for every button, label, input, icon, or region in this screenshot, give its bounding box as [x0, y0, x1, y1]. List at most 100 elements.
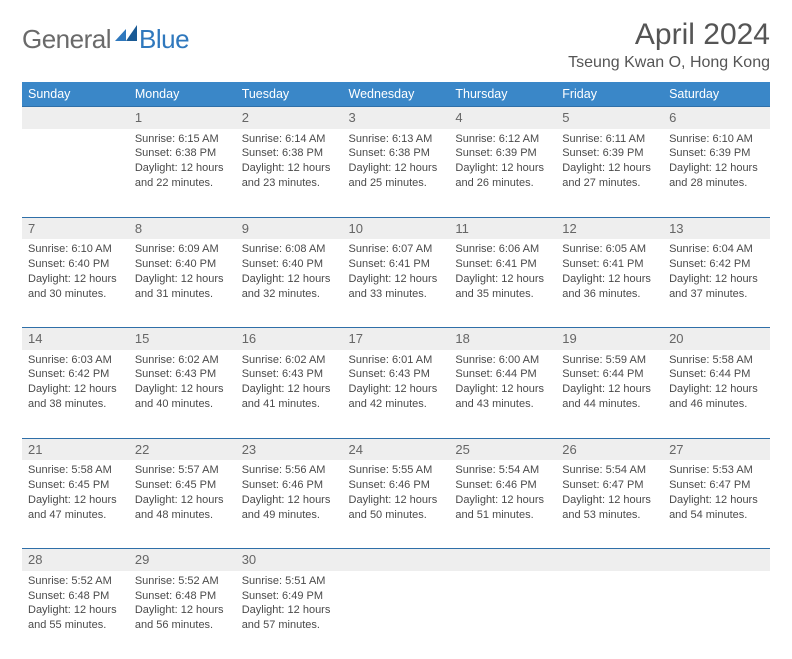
- day-cell-body: Sunrise: 5:54 AMSunset: 6:46 PMDaylight:…: [449, 460, 556, 528]
- sunrise-line: Sunrise: 6:04 AM: [669, 242, 764, 257]
- day-cell-body: Sunrise: 6:14 AMSunset: 6:38 PMDaylight:…: [236, 129, 343, 197]
- sunrise-line: Sunrise: 5:53 AM: [669, 463, 764, 478]
- day-number-cell: 6: [663, 107, 770, 129]
- sunset-line: Sunset: 6:38 PM: [349, 146, 444, 161]
- sunrise-line: Sunrise: 5:51 AM: [242, 574, 337, 589]
- day-number-cell: [343, 549, 450, 571]
- sunset-line: Sunset: 6:44 PM: [562, 367, 657, 382]
- day2-line: and 43 minutes.: [455, 397, 550, 412]
- sunset-line: Sunset: 6:46 PM: [455, 478, 550, 493]
- day-cell-body: Sunrise: 6:08 AMSunset: 6:40 PMDaylight:…: [236, 239, 343, 307]
- day2-line: and 36 minutes.: [562, 287, 657, 302]
- day1-line: Daylight: 12 hours: [669, 382, 764, 397]
- day1-line: Daylight: 12 hours: [28, 493, 123, 508]
- day1-line: Daylight: 12 hours: [562, 493, 657, 508]
- day-number-cell: 5: [556, 107, 663, 129]
- day1-line: Daylight: 12 hours: [669, 272, 764, 287]
- day-number-cell: 7: [22, 217, 129, 239]
- day-number-cell: [22, 107, 129, 129]
- sunset-line: Sunset: 6:40 PM: [242, 257, 337, 272]
- sunset-line: Sunset: 6:46 PM: [242, 478, 337, 493]
- sunset-line: Sunset: 6:43 PM: [242, 367, 337, 382]
- day-cell: Sunrise: 6:15 AMSunset: 6:38 PMDaylight:…: [129, 129, 236, 218]
- day1-line: Daylight: 12 hours: [135, 493, 230, 508]
- day1-line: Daylight: 12 hours: [455, 161, 550, 176]
- day1-line: Daylight: 12 hours: [455, 272, 550, 287]
- day2-line: and 56 minutes.: [135, 618, 230, 633]
- sunset-line: Sunset: 6:48 PM: [28, 589, 123, 604]
- day-number-cell: 22: [129, 438, 236, 460]
- weekday-header: Saturday: [663, 82, 770, 107]
- day-number-cell: 18: [449, 328, 556, 350]
- day-cell: [22, 129, 129, 218]
- day2-line: and 41 minutes.: [242, 397, 337, 412]
- day-number-row: 21222324252627: [22, 438, 770, 460]
- day1-line: Daylight: 12 hours: [242, 493, 337, 508]
- day1-line: Daylight: 12 hours: [455, 382, 550, 397]
- day-cell: [556, 571, 663, 659]
- sunrise-line: Sunrise: 6:10 AM: [28, 242, 123, 257]
- sunrise-line: Sunrise: 6:03 AM: [28, 353, 123, 368]
- day-cell: Sunrise: 5:52 AMSunset: 6:48 PMDaylight:…: [129, 571, 236, 659]
- sunset-line: Sunset: 6:38 PM: [242, 146, 337, 161]
- weekday-header: Monday: [129, 82, 236, 107]
- day2-line: and 44 minutes.: [562, 397, 657, 412]
- day-cell: Sunrise: 5:56 AMSunset: 6:46 PMDaylight:…: [236, 460, 343, 549]
- day-cell: Sunrise: 5:51 AMSunset: 6:49 PMDaylight:…: [236, 571, 343, 659]
- weekday-header: Friday: [556, 82, 663, 107]
- day-cell-body: Sunrise: 5:56 AMSunset: 6:46 PMDaylight:…: [236, 460, 343, 528]
- day2-line: and 49 minutes.: [242, 508, 337, 523]
- weekday-header: Tuesday: [236, 82, 343, 107]
- day-number-cell: 12: [556, 217, 663, 239]
- week-row: Sunrise: 6:03 AMSunset: 6:42 PM Daylight:…: [22, 350, 770, 439]
- month-title: April 2024: [568, 18, 770, 52]
- day-cell-body: Sunrise: 6:11 AMSunset: 6:39 PMDaylight:…: [556, 129, 663, 197]
- day2-line: and 26 minutes.: [455, 176, 550, 191]
- day-cell-body: Sunrise: 6:01 AMSunset: 6:43 PMDaylight:…: [343, 350, 450, 418]
- day-cell-body: Sunrise: 6:04 AMSunset: 6:42 PMDaylight:…: [663, 239, 770, 307]
- day-cell-body: Sunrise: 5:57 AMSunset: 6:45 PMDaylight:…: [129, 460, 236, 528]
- weekday-header: Sunday: [22, 82, 129, 107]
- day-number-cell: 14: [22, 328, 129, 350]
- logo-text-blue: Blue: [139, 24, 189, 55]
- day-number-cell: 9: [236, 217, 343, 239]
- sunset-line: Sunset: 6:41 PM: [455, 257, 550, 272]
- day2-line: and 50 minutes.: [349, 508, 444, 523]
- day-number-cell: 19: [556, 328, 663, 350]
- day-number-cell: [556, 549, 663, 571]
- sunrise-line: Sunrise: 6:00 AM: [455, 353, 550, 368]
- day1-line: Daylight: 12 hours: [242, 272, 337, 287]
- day-number-cell: 10: [343, 217, 450, 239]
- sunset-line: Sunset: 6:44 PM: [455, 367, 550, 382]
- day-cell-body: Sunrise: 6:02 AMSunset: 6:43 PMDaylight:…: [129, 350, 236, 418]
- day-number-cell: 24: [343, 438, 450, 460]
- logo-mark-icon: [115, 25, 137, 41]
- sunset-line: Sunset: 6:46 PM: [349, 478, 444, 493]
- page-header: General Blue April 2024 Tseung Kwan O, H…: [22, 18, 770, 72]
- day1-line: Daylight: 12 hours: [349, 161, 444, 176]
- sunset-line: Sunset: 6:42 PM: [28, 367, 123, 382]
- day-cell: Sunrise: 6:09 AMSunset: 6:40 PMDaylight:…: [129, 239, 236, 328]
- day-cell: [343, 571, 450, 659]
- day-cell-body: Sunrise: 5:58 AMSunset: 6:45 PMDaylight:…: [22, 460, 129, 528]
- sunrise-line: Sunrise: 5:57 AM: [135, 463, 230, 478]
- day-cell-body: Sunrise: 6:13 AMSunset: 6:38 PMDaylight:…: [343, 129, 450, 197]
- day-cell: Sunrise: 6:02 AMSunset: 6:43 PMDaylight:…: [236, 350, 343, 439]
- day-cell: Sunrise: 5:57 AMSunset: 6:45 PMDaylight:…: [129, 460, 236, 549]
- sunrise-line: Sunrise: 6:10 AM: [669, 132, 764, 147]
- day-cell: Sunrise: 5:53 AMSunset: 6:47 PMDaylight:…: [663, 460, 770, 549]
- sunrise-line: Sunrise: 5:59 AM: [562, 353, 657, 368]
- day-number-cell: 11: [449, 217, 556, 239]
- day-number-cell: 3: [343, 107, 450, 129]
- day1-line: Daylight: 12 hours: [562, 272, 657, 287]
- sunrise-line: Sunrise: 6:09 AM: [135, 242, 230, 257]
- day-number-cell: 8: [129, 217, 236, 239]
- day1-line: Daylight: 12 hours: [669, 493, 764, 508]
- day1-line: Daylight: 12 hours: [242, 603, 337, 618]
- day2-line: and 23 minutes.: [242, 176, 337, 191]
- day-cell: Sunrise: 5:59 AMSunset: 6:44 PMDaylight:…: [556, 350, 663, 439]
- day-cell: [449, 571, 556, 659]
- day2-line: and 47 minutes.: [28, 508, 123, 523]
- day1-line: Daylight: 12 hours: [669, 161, 764, 176]
- sunrise-line: Sunrise: 6:11 AM: [562, 132, 657, 147]
